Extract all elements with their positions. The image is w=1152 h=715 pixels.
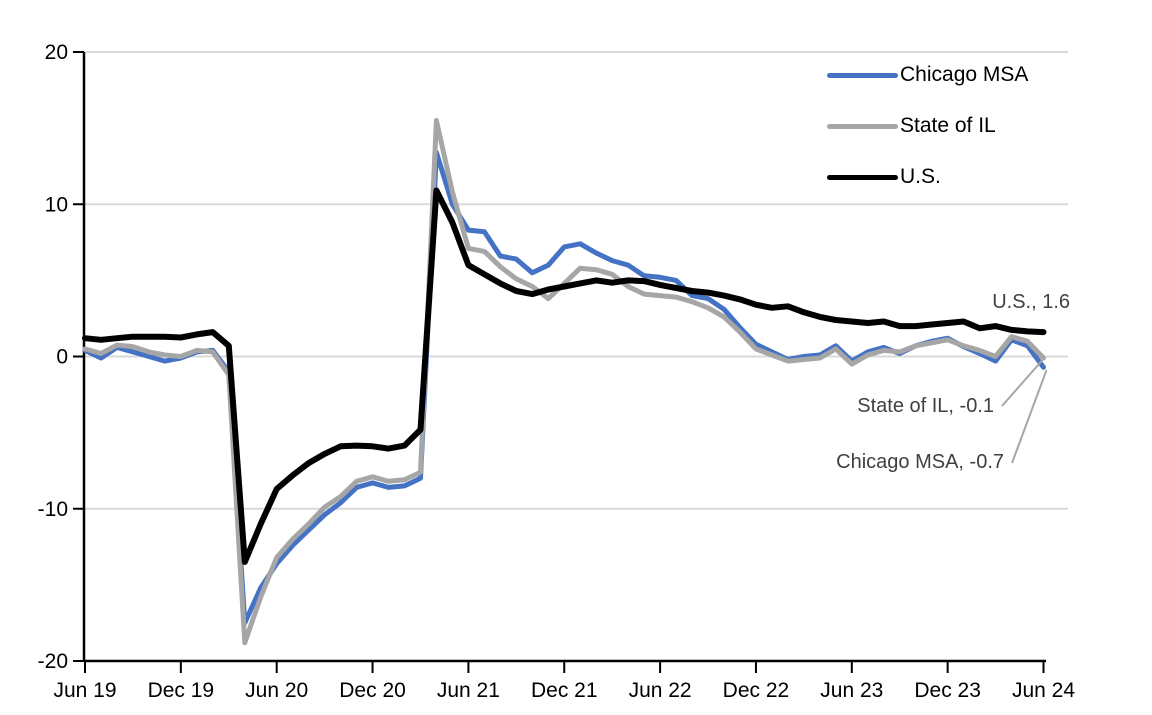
x-tick-label: Dec 19 [148, 679, 215, 702]
x-tick-label: Jun 19 [53, 679, 116, 702]
legend-item-chicago-msa: Chicago MSA [827, 63, 1029, 86]
x-tick-label: Jun 24 [1012, 679, 1075, 702]
y-tick-label: 20 [45, 41, 68, 64]
annotation-us: U.S., 1.6 [992, 291, 1070, 313]
y-tick-label: 10 [45, 193, 68, 216]
legend-swatch-chicago-msa [827, 72, 898, 78]
y-tick-label: -20 [38, 650, 68, 673]
legend-swatch-state-of-il [827, 123, 898, 129]
series-line-u-s [82, 187, 1047, 565]
leader-line-state-of-il [1001, 359, 1044, 407]
legend-label-us: U.S. [900, 165, 941, 188]
x-tick-label: Dec 20 [339, 679, 406, 702]
x-tick-label: Jun 23 [820, 679, 883, 702]
x-tick-label: Dec 23 [914, 679, 981, 702]
legend-swatch-us [827, 174, 898, 180]
chart-legend: Chicago MSA State of IL U.S. [827, 63, 1029, 188]
legend-label-chicago-msa: Chicago MSA [900, 63, 1029, 86]
x-tick-label: Dec 22 [723, 679, 790, 702]
annotation-state-of-il: State of IL, -0.1 [857, 395, 994, 417]
series-line-state-of-il [82, 118, 1046, 646]
annotation-chicago-msa: Chicago MSA, -0.7 [836, 451, 1004, 473]
x-tick-label: Jun 22 [629, 679, 692, 702]
legend-item-us: U.S. [827, 165, 1028, 188]
x-tick-label: Jun 20 [245, 679, 308, 702]
legend-label-state-of-il: State of IL [900, 114, 996, 137]
y-tick-label: -10 [38, 498, 68, 521]
x-tick-label: Jun 21 [437, 679, 500, 702]
y-tick-label: 0 [56, 346, 68, 369]
leader-line-chicago-msa [1011, 369, 1048, 464]
x-tick-label: Dec 21 [531, 679, 598, 702]
legend-item-state-of-il: State of IL [827, 114, 1028, 137]
